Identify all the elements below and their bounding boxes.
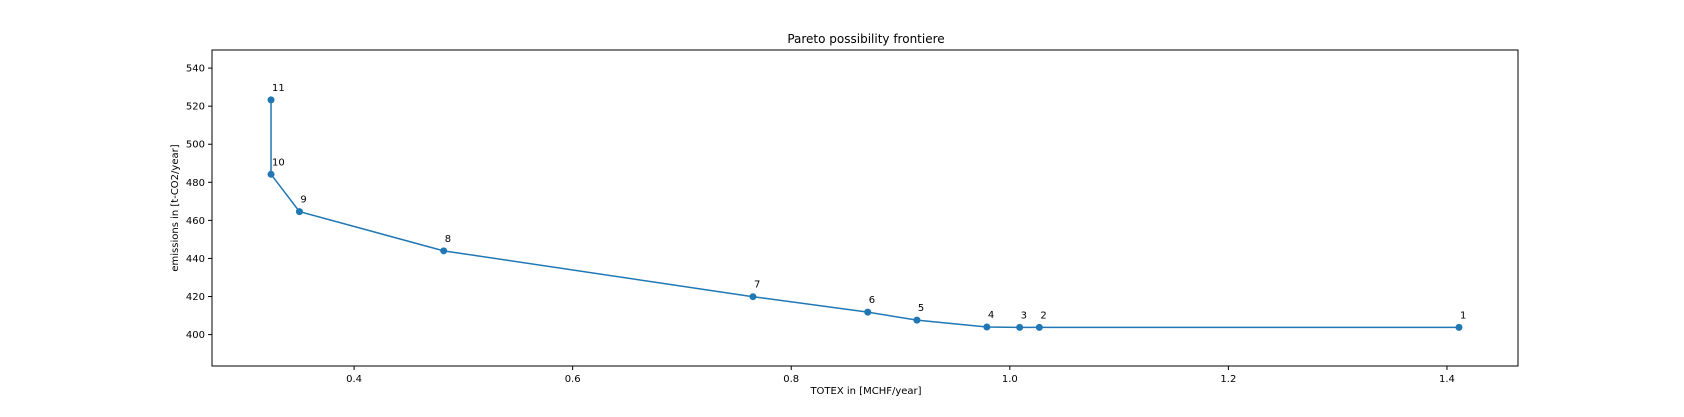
y-tick-label: 500 bbox=[186, 140, 205, 151]
point-label-3: 3 bbox=[1021, 310, 1027, 321]
data-point-6 bbox=[864, 308, 872, 316]
data-point-8 bbox=[440, 247, 448, 255]
data-point-11 bbox=[267, 96, 275, 104]
data-point-7 bbox=[749, 293, 757, 301]
data-point-5 bbox=[913, 316, 921, 324]
y-tick-label: 400 bbox=[186, 330, 205, 341]
x-axis-label: TOTEX in [MCHF/year] bbox=[809, 386, 921, 397]
point-label-5: 5 bbox=[918, 303, 924, 314]
point-label-4: 4 bbox=[988, 310, 994, 321]
y-tick-label: 440 bbox=[186, 254, 205, 265]
point-label-10: 10 bbox=[272, 157, 285, 168]
plot-area: 1 2 3 4 5 6 7 8 9 10 11 bbox=[267, 83, 1466, 331]
x-tick-label: 1.2 bbox=[1220, 374, 1236, 385]
point-label-9: 9 bbox=[300, 195, 306, 206]
data-point-2 bbox=[1035, 323, 1043, 331]
point-label-7: 7 bbox=[754, 280, 760, 291]
data-point-10 bbox=[267, 170, 275, 178]
point-label-8: 8 bbox=[445, 234, 451, 245]
y-tick-label: 480 bbox=[186, 178, 205, 189]
data-point-4 bbox=[983, 323, 991, 331]
y-tick-label: 460 bbox=[186, 216, 205, 227]
chart-title: Pareto possibility frontiere bbox=[787, 32, 944, 46]
y-tick-label: 520 bbox=[186, 102, 205, 113]
data-point-1 bbox=[1455, 323, 1463, 331]
x-tick-label: 0.8 bbox=[783, 374, 799, 385]
point-label-2: 2 bbox=[1040, 310, 1046, 321]
point-label-6: 6 bbox=[869, 295, 875, 306]
plot-frame bbox=[211, 49, 1519, 367]
point-label-1: 1 bbox=[1460, 310, 1466, 321]
y-tick-label: 540 bbox=[186, 64, 205, 75]
point-label-11: 11 bbox=[272, 83, 285, 94]
y-axis: 400 420 440 460 480 500 520 540 bbox=[186, 64, 212, 341]
x-tick-label: 0.4 bbox=[346, 374, 362, 385]
y-axis-label: emissions in [t-CO2/year] bbox=[170, 144, 181, 271]
data-point-3 bbox=[1016, 323, 1024, 331]
x-tick-label: 1.0 bbox=[1002, 374, 1018, 385]
data-point-9 bbox=[295, 208, 303, 216]
x-axis: 0.4 0.6 0.8 1.0 1.2 1.4 bbox=[346, 366, 1455, 385]
x-tick-label: 1.4 bbox=[1439, 374, 1455, 385]
y-tick-label: 420 bbox=[186, 292, 205, 303]
x-tick-label: 0.6 bbox=[565, 374, 581, 385]
